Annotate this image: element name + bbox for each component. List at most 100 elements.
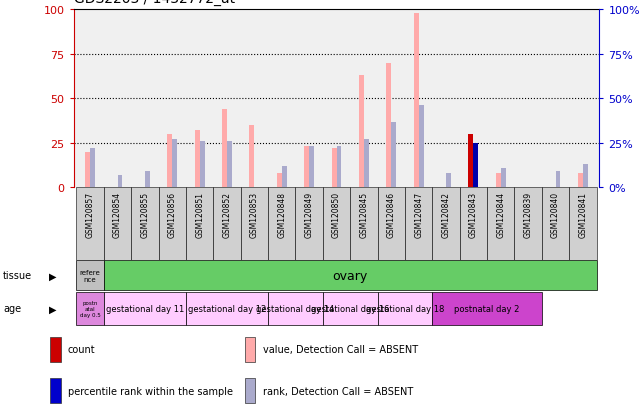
Bar [227,142,232,188]
Bar [268,292,323,325]
Text: GSM120840: GSM120840 [551,192,560,237]
Bar [249,126,254,188]
Bar [323,188,350,260]
Bar [501,169,506,188]
Bar [213,188,241,260]
Bar [241,188,268,260]
Text: GSM120857: GSM120857 [86,192,95,237]
Text: count: count [68,344,96,354]
Bar [85,152,90,188]
Bar [76,261,104,291]
Text: GSM120841: GSM120841 [578,192,587,237]
Text: ▶: ▶ [49,271,56,281]
Text: GSM120843: GSM120843 [469,192,478,237]
Bar [378,188,405,260]
Text: GSM120842: GSM120842 [442,192,451,237]
Bar [391,122,396,188]
Bar [76,188,104,260]
Text: postn
atal
day 0.5: postn atal day 0.5 [79,300,101,317]
Bar [304,147,309,188]
Bar [158,188,186,260]
Text: ▶: ▶ [49,304,56,314]
Bar [117,176,122,188]
Bar [145,172,150,188]
Bar [245,337,256,362]
Bar [331,149,337,188]
Bar [277,174,282,188]
Text: gestational day 12: gestational day 12 [188,304,266,313]
Bar [413,14,419,188]
Text: ovary: ovary [333,269,368,282]
Text: GSM120854: GSM120854 [113,192,122,237]
Text: percentile rank within the sample: percentile rank within the sample [68,386,233,396]
Bar [446,174,451,188]
Text: GSM120851: GSM120851 [195,192,204,237]
Bar [268,188,296,260]
Bar [337,147,342,188]
Text: GSM120852: GSM120852 [222,192,231,237]
Text: GSM120839: GSM120839 [524,192,533,237]
Bar [282,166,287,188]
Text: GSM120855: GSM120855 [140,192,149,237]
Bar [323,292,378,325]
Bar [542,188,569,260]
Text: GSM120856: GSM120856 [168,192,177,237]
Bar [469,135,474,188]
Bar [350,188,378,260]
Bar [50,337,61,362]
Text: GSM120846: GSM120846 [387,192,395,237]
Bar [309,147,314,188]
Bar [387,64,391,188]
Bar [487,188,515,260]
Bar [364,140,369,188]
Bar [296,188,323,260]
Text: gestational day 16: gestational day 16 [311,304,389,313]
Text: gestational day 18: gestational day 18 [366,304,444,313]
Text: postnatal day 2: postnatal day 2 [454,304,520,313]
Bar [167,135,172,188]
Bar [186,188,213,260]
Bar [50,378,61,403]
Bar [90,149,95,188]
Text: GSM120848: GSM120848 [278,192,287,237]
Text: GSM120853: GSM120853 [250,192,259,237]
Text: gestational day 14: gestational day 14 [256,304,335,313]
Text: age: age [3,304,21,314]
Bar [131,188,158,260]
Bar [172,140,177,188]
Bar [195,131,199,188]
Bar [578,174,583,188]
Text: GSM120850: GSM120850 [332,192,341,237]
Bar [569,188,597,260]
Bar [76,292,104,325]
Bar [432,292,542,325]
Bar [186,292,268,325]
Bar [405,188,432,260]
Text: GSM120847: GSM120847 [414,192,423,237]
Text: tissue: tissue [3,271,32,281]
Text: refere
nce: refere nce [79,269,101,282]
Bar [432,188,460,260]
Bar [496,174,501,188]
Text: GDS2203 / 1432772_at: GDS2203 / 1432772_at [74,0,235,6]
Text: rank, Detection Call = ABSENT: rank, Detection Call = ABSENT [263,386,413,396]
Bar [378,292,432,325]
Text: GSM120849: GSM120849 [304,192,313,237]
Bar [222,110,227,188]
Bar [359,76,364,188]
Bar [104,188,131,260]
Text: GSM120844: GSM120844 [496,192,505,237]
Bar [419,106,424,188]
Bar [460,188,487,260]
Bar [199,142,204,188]
Bar [474,143,478,188]
Bar [583,165,588,188]
Bar [474,143,478,188]
Text: GSM120845: GSM120845 [360,192,369,237]
Bar [556,172,560,188]
Text: value, Detection Call = ABSENT: value, Detection Call = ABSENT [263,344,418,354]
Text: gestational day 11: gestational day 11 [106,304,184,313]
Bar [245,378,256,403]
Bar [104,292,186,325]
Bar [515,188,542,260]
